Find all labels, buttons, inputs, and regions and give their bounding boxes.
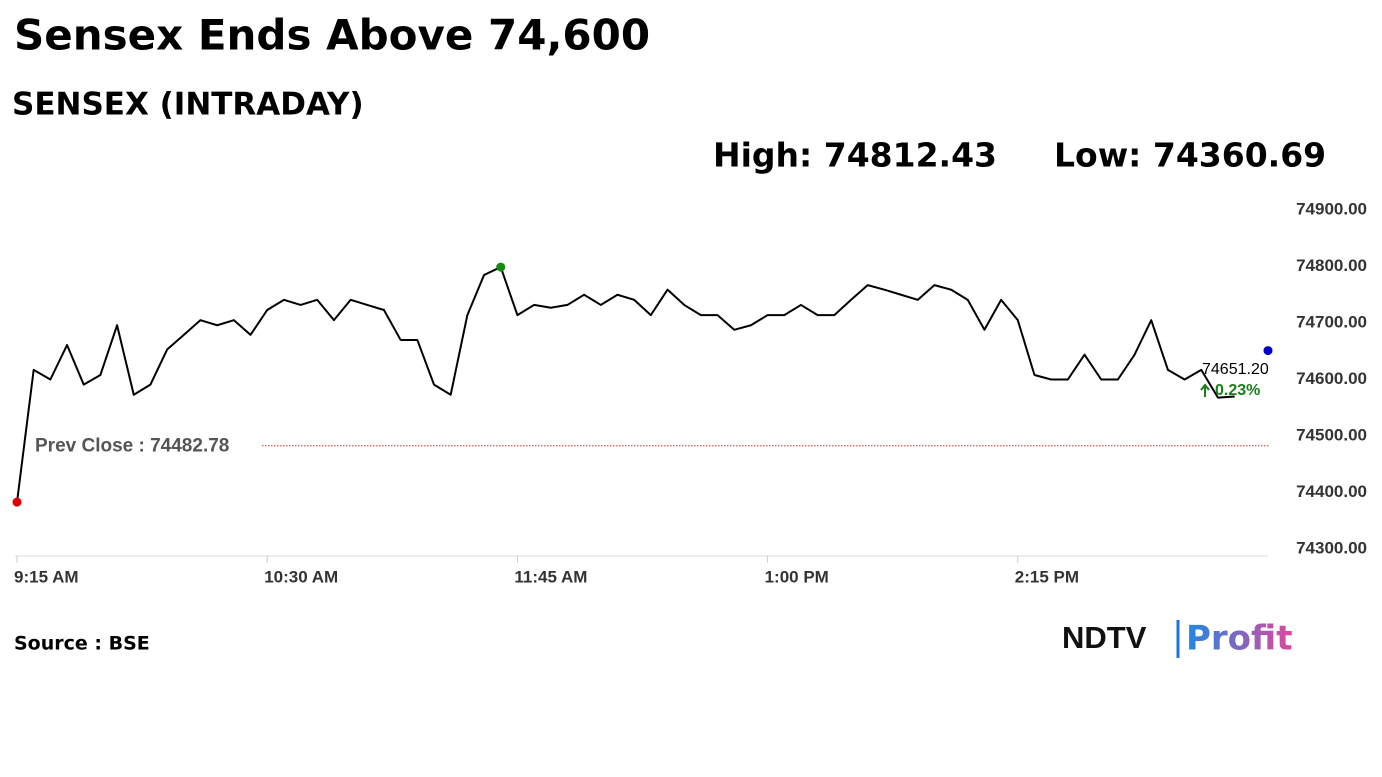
- change-pct: 0.23%: [1215, 382, 1260, 399]
- point-marker: [1263, 346, 1273, 356]
- y-tick-label: 74400.00: [1296, 482, 1367, 501]
- low-label: Low: 74360.69: [1054, 136, 1326, 175]
- brand-ndtv: NDTV: [1062, 620, 1147, 655]
- chart-title: Sensex Ends Above 74,600: [14, 11, 650, 60]
- x-tick-label: 11:45 AM: [514, 567, 587, 586]
- x-tick-label: 10:30 AM: [264, 567, 338, 586]
- y-tick-label: 74300.00: [1296, 538, 1367, 557]
- up-arrow: [1200, 383, 1210, 397]
- y-tick-label: 74800.00: [1296, 256, 1367, 275]
- source: Source : BSE: [14, 633, 150, 655]
- y-tick-label: 74600.00: [1296, 369, 1367, 388]
- x-tick-label: 1:00 PM: [765, 567, 829, 586]
- point-marker: [496, 262, 506, 272]
- x-tick-label: 2:15 PM: [1015, 567, 1079, 586]
- point-marker: [12, 497, 22, 507]
- y-tick-label: 74700.00: [1296, 312, 1367, 331]
- brand-profit: Profit: [1186, 619, 1293, 659]
- series-line: [17, 267, 1268, 502]
- x-tick-label: 9:15 AM: [14, 567, 79, 586]
- high-label: High: 74812.43: [713, 136, 997, 175]
- last-price: 74651.20: [1202, 361, 1269, 378]
- chart-subtitle: SENSEX (INTRADAY): [12, 87, 364, 123]
- prev-close-label: Prev Close : 74482.78: [35, 436, 229, 457]
- y-tick-label: 74500.00: [1296, 425, 1367, 444]
- y-tick-label: 74900.00: [1296, 199, 1367, 218]
